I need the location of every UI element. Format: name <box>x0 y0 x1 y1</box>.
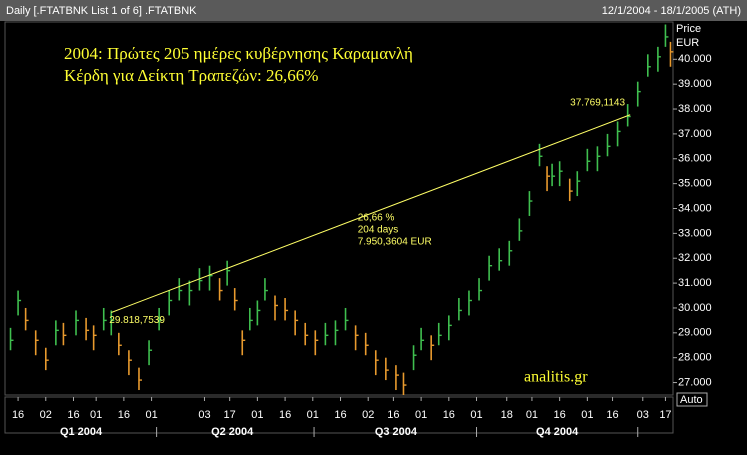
trend-end-label: 37.769,1143 <box>570 97 625 108</box>
y-tick-label: 34.000 <box>678 202 712 214</box>
trend-stat: 204 days <box>358 225 399 236</box>
x-tick-label: 01 <box>581 409 593 421</box>
y-tick-label: 29.000 <box>678 327 712 339</box>
y-tick-label: 39.000 <box>678 78 712 90</box>
annotation: 2004: Πρώτες 205 ημέρες κυβέρνησης Καραμ… <box>64 44 413 63</box>
x-tick-label: 16 <box>554 409 566 421</box>
annotation: Κέρδη για Δείκτη Τραπεζών: 26,66% <box>64 66 318 85</box>
header-bar <box>0 0 747 21</box>
y-tick-label: 37.000 <box>678 128 712 140</box>
auto-button-label[interactable]: Auto <box>680 394 703 406</box>
x-tick-label: 16 <box>67 409 79 421</box>
x-tick-label: 01 <box>90 409 102 421</box>
date-range: 12/1/2004 - 18/1/2005 (ATH) <box>602 5 741 17</box>
quarter-label: Q1 2004 <box>60 426 103 438</box>
auto-button[interactable] <box>676 392 708 407</box>
x-tick-label: 02 <box>362 409 374 421</box>
x-tick-label: 03 <box>637 409 649 421</box>
x-tick-label: 01 <box>307 409 319 421</box>
x-tick-label: 16 <box>443 409 455 421</box>
x-tick-label: 16 <box>12 409 24 421</box>
x-tick-label: 01 <box>145 409 157 421</box>
x-tick-label: 01 <box>251 409 263 421</box>
y-tick-label: 38.000 <box>678 103 712 115</box>
y-tick-label: 32.000 <box>678 252 712 264</box>
quarter-label: Q4 2004 <box>536 426 579 438</box>
trend-stat: 7.950,3604 EUR <box>358 237 432 248</box>
y-tick-label: 31.000 <box>678 277 712 289</box>
x-tick-label: 16 <box>606 409 618 421</box>
trend-start-label: 29.818,7539 <box>109 315 165 326</box>
x-tick-label: 03 <box>198 409 210 421</box>
x-tick-label: 17 <box>659 409 671 421</box>
trend-line <box>111 114 631 313</box>
x-tick-label: 18 <box>501 409 513 421</box>
x-tick-label: 16 <box>334 409 346 421</box>
x-tick-label: 17 <box>224 409 236 421</box>
x-tick-label: 16 <box>387 409 399 421</box>
x-tick-label: 01 <box>526 409 538 421</box>
chart-title: Daily [.FTATBNK List 1 of 6] .FTATBNK <box>6 5 197 17</box>
x-tick-label: 02 <box>40 409 52 421</box>
quarter-label: Q3 2004 <box>375 426 418 438</box>
y-axis-label: Price <box>676 23 701 35</box>
y-axis-unit: EUR <box>676 37 699 49</box>
x-tick-label: 01 <box>470 409 482 421</box>
y-tick-label: 30.000 <box>678 302 712 314</box>
y-tick-label: 28.000 <box>678 352 712 364</box>
trend-stat: 26,66 % <box>358 213 395 224</box>
y-tick-label: 33.000 <box>678 227 712 239</box>
watermark: analitis.gr <box>524 369 588 386</box>
x-axis-frame <box>4 396 674 434</box>
x-tick-label: 16 <box>279 409 291 421</box>
x-tick-label: 01 <box>415 409 427 421</box>
y-tick-label: 27.000 <box>678 376 712 388</box>
y-tick-label: 40.000 <box>678 53 712 65</box>
x-tick-label: 16 <box>118 409 130 421</box>
quarter-label: Q2 2004 <box>211 426 254 438</box>
y-tick-label: 35.000 <box>678 178 712 190</box>
y-tick-label: 36.000 <box>678 153 712 165</box>
